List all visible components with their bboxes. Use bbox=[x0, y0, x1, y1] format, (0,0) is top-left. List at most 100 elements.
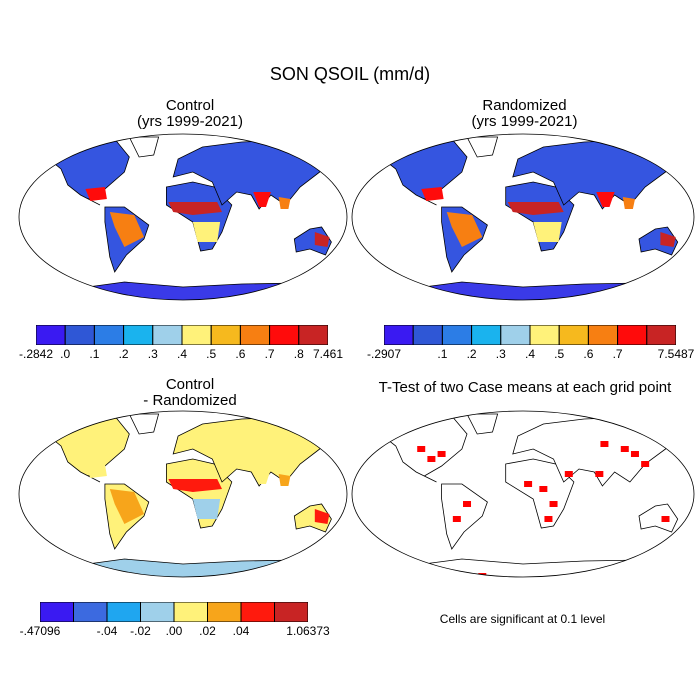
significant-cell bbox=[564, 471, 573, 477]
colorbar-box bbox=[274, 602, 308, 622]
colorbar-box bbox=[240, 602, 275, 622]
map-border bbox=[18, 410, 348, 578]
colorbar-box bbox=[384, 325, 414, 345]
colorbar-box bbox=[93, 325, 125, 345]
map-randomized bbox=[351, 133, 695, 301]
continent-greenland bbox=[128, 413, 160, 435]
continent-north-america bbox=[25, 138, 130, 206]
colorbar-box bbox=[40, 602, 74, 622]
continent-north-america bbox=[25, 415, 130, 483]
colorbar-box bbox=[558, 325, 589, 345]
colorbar-tick-label: .0 bbox=[60, 347, 71, 361]
colorbar-tick-label: -.04 bbox=[96, 624, 118, 638]
colorbar-tick-label: .6 bbox=[235, 347, 246, 361]
significant-cell bbox=[620, 446, 629, 452]
colorbar-tick-label: .8 bbox=[293, 347, 304, 361]
data-patch bbox=[109, 212, 144, 247]
colorbar-tick-label: .5 bbox=[206, 347, 217, 361]
colorbar-difference bbox=[40, 602, 308, 622]
significance-note: Cells are significant at 0.1 level bbox=[439, 612, 606, 626]
colorbar-tick-label: -.47096 bbox=[19, 624, 61, 638]
colorbar-tick-label: .00 bbox=[165, 624, 183, 638]
colorbar-box bbox=[412, 325, 443, 345]
colorbar-box bbox=[298, 325, 328, 345]
colorbar-box bbox=[500, 325, 531, 345]
continent-greenland bbox=[466, 413, 499, 435]
colorbar-tick-label: .6 bbox=[583, 347, 594, 361]
continent-australia bbox=[293, 503, 332, 533]
colorbar-difference-labels: -.47096 -.04 -.02 .00 .02 .04 1.06373 bbox=[20, 624, 330, 640]
significant-cell bbox=[641, 461, 650, 467]
data-patch bbox=[421, 187, 444, 201]
colorbar-tick-label: .3 bbox=[147, 347, 158, 361]
colorbar-box bbox=[207, 602, 242, 622]
panel-title-randomized-line2: (yrs 1999-2021) bbox=[471, 113, 578, 130]
colorbar-box bbox=[152, 325, 183, 345]
data-patch bbox=[314, 232, 330, 247]
data-patch bbox=[278, 197, 291, 209]
continent-south-america bbox=[441, 483, 488, 550]
figure-title: SON QSOIL (mm/d) bbox=[269, 64, 431, 84]
continent-africa bbox=[505, 458, 575, 529]
colorbar-tick-label: .3 bbox=[495, 347, 506, 361]
colorbar-randomized bbox=[384, 325, 676, 345]
colorbar-tick-label: .4 bbox=[176, 347, 188, 361]
significant-cell bbox=[524, 481, 533, 487]
data-patch bbox=[278, 474, 291, 486]
continent-north-america bbox=[359, 415, 468, 483]
colorbar-box bbox=[587, 325, 619, 345]
map-border bbox=[18, 133, 348, 301]
panel-title-control-line2: (yrs 1999-2021) bbox=[137, 113, 243, 130]
significant-cell bbox=[595, 471, 604, 477]
panel-title-control: Control (yrs 1999-2021) bbox=[30, 98, 350, 130]
colorbar-box bbox=[140, 602, 175, 622]
colorbar-box bbox=[471, 325, 502, 345]
significant-cell bbox=[427, 456, 436, 462]
colorbar-box bbox=[617, 325, 648, 345]
significant-cell bbox=[539, 486, 548, 492]
significant-cell bbox=[549, 501, 558, 507]
colorbar-box bbox=[123, 325, 154, 345]
data-patch bbox=[660, 232, 676, 247]
colorbar-control bbox=[36, 325, 328, 345]
colorbar-tick-label: 7.461 bbox=[312, 347, 344, 361]
colorbar-tick-label: -.02 bbox=[130, 624, 151, 638]
map-control bbox=[18, 133, 348, 301]
data-patch bbox=[85, 464, 107, 478]
significant-cell bbox=[463, 501, 472, 507]
colorbar-box bbox=[106, 602, 141, 622]
significant-cell bbox=[417, 446, 426, 452]
significant-cell bbox=[630, 451, 639, 457]
data-patch bbox=[314, 509, 330, 524]
panel-title-ttest: T-Test of two Case means at each grid po… bbox=[378, 379, 672, 396]
significant-cell bbox=[442, 571, 451, 577]
data-patch bbox=[253, 192, 271, 207]
colorbar-tick-label: .02 bbox=[199, 624, 216, 638]
continent-australia bbox=[638, 503, 679, 533]
colorbar-box bbox=[239, 325, 271, 345]
data-patch bbox=[168, 202, 222, 215]
colorbar-tick-label: 7.5487 bbox=[657, 347, 695, 361]
data-patch bbox=[253, 469, 271, 484]
data-patch bbox=[507, 202, 564, 215]
colorbar-tick-label: .5 bbox=[554, 347, 565, 361]
data-patch bbox=[192, 499, 221, 519]
colorbar-tick-label: .2 bbox=[466, 347, 477, 361]
colorbar-tick-label: -.2907 bbox=[366, 347, 402, 361]
data-patch bbox=[109, 489, 144, 524]
colorbar-box bbox=[210, 325, 241, 345]
map-difference bbox=[18, 410, 348, 578]
panel-title-randomized-line1: Randomized bbox=[482, 97, 567, 114]
map-border bbox=[351, 133, 695, 301]
continent-australia bbox=[638, 226, 679, 256]
colorbar-tick-label: .1 bbox=[89, 347, 100, 361]
colorbar-box bbox=[441, 325, 473, 345]
map-ttest bbox=[351, 410, 695, 578]
colorbar-tick-label: .1 bbox=[437, 347, 448, 361]
colorbar-box bbox=[181, 325, 212, 345]
panel-title-difference-line1: Control bbox=[165, 376, 215, 393]
colorbar-randomized-labels: -.2907 .1 .2 .3 .4 .5 .6 .7 7.5487 bbox=[367, 347, 694, 363]
panel-title-difference-line2: - Randomized bbox=[143, 392, 237, 409]
colorbar-box bbox=[173, 602, 208, 622]
colorbar-box bbox=[529, 325, 560, 345]
